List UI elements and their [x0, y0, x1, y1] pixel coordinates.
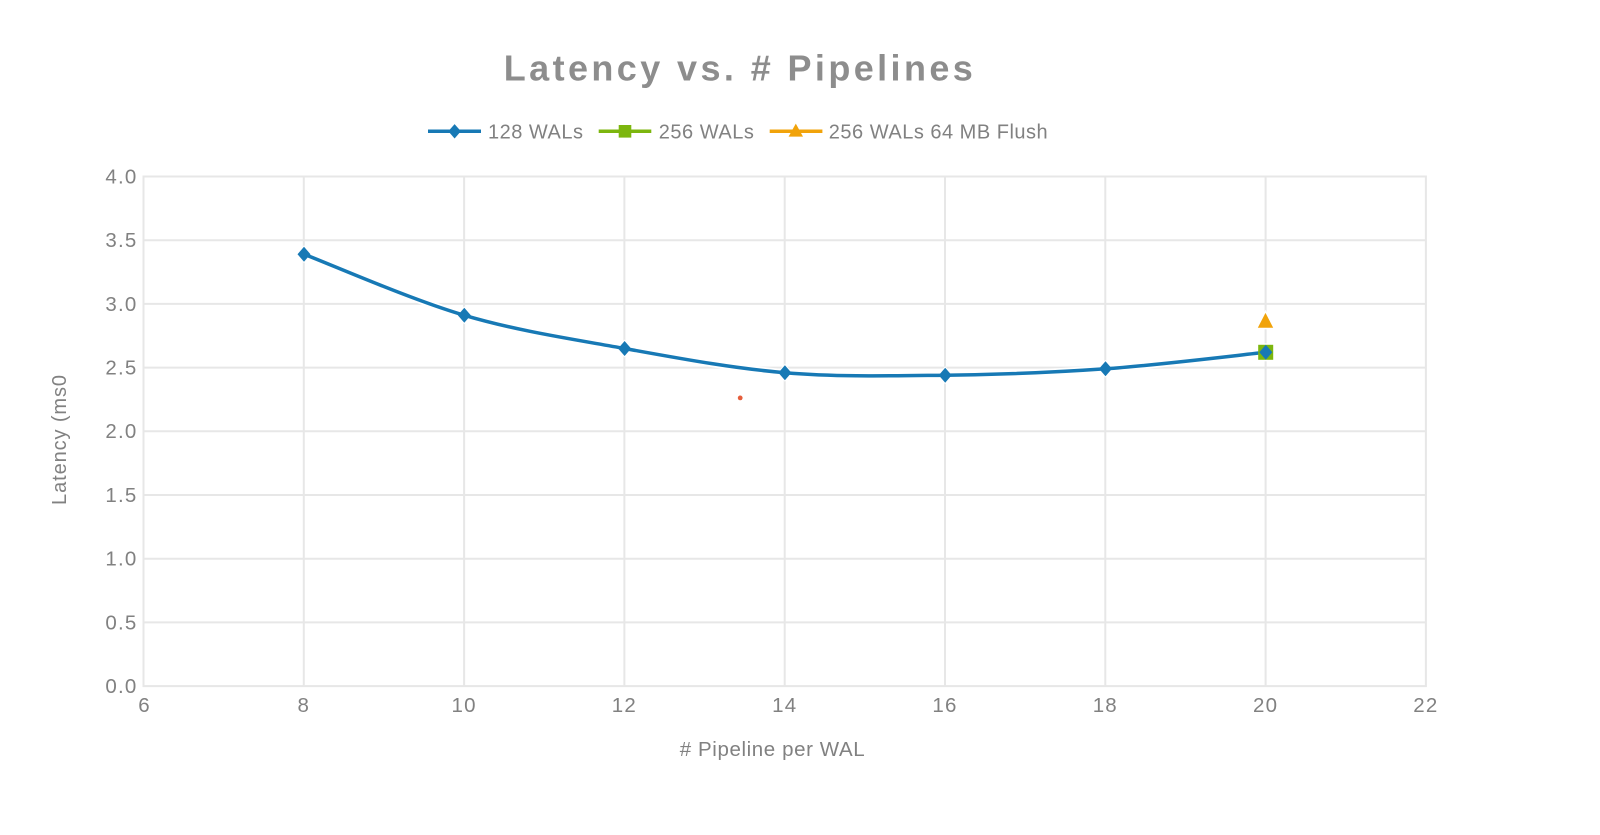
- svg-text:3.5: 3.5: [105, 229, 137, 252]
- svg-text:# Pipeline per WAL: # Pipeline per WAL: [680, 738, 866, 761]
- svg-text:6: 6: [138, 694, 151, 717]
- svg-text:256 WALs: 256 WALs: [659, 121, 755, 143]
- svg-text:12: 12: [612, 694, 637, 717]
- svg-text:128 WALs: 128 WALs: [488, 121, 584, 143]
- svg-text:22: 22: [1413, 694, 1438, 717]
- svg-text:0.5: 0.5: [105, 611, 137, 634]
- svg-text:Latency vs. # Pipelines: Latency vs. # Pipelines: [504, 48, 976, 89]
- svg-text:2.5: 2.5: [105, 357, 137, 380]
- svg-text:256 WALs 64 MB Flush: 256 WALs 64 MB Flush: [829, 121, 1048, 143]
- svg-text:8: 8: [297, 694, 310, 717]
- svg-text:14: 14: [772, 694, 797, 717]
- svg-text:16: 16: [932, 694, 957, 717]
- svg-text:18: 18: [1093, 694, 1118, 717]
- svg-text:0.0: 0.0: [105, 675, 137, 698]
- svg-text:1.5: 1.5: [105, 484, 137, 507]
- svg-text:10: 10: [451, 694, 476, 717]
- svg-text:20: 20: [1253, 694, 1278, 717]
- svg-text:1.0: 1.0: [105, 548, 137, 571]
- svg-text:Latency (ms0: Latency (ms0: [49, 374, 71, 505]
- svg-text:4.0: 4.0: [105, 165, 137, 188]
- svg-text:3.0: 3.0: [105, 293, 137, 316]
- svg-text:2.0: 2.0: [105, 420, 137, 443]
